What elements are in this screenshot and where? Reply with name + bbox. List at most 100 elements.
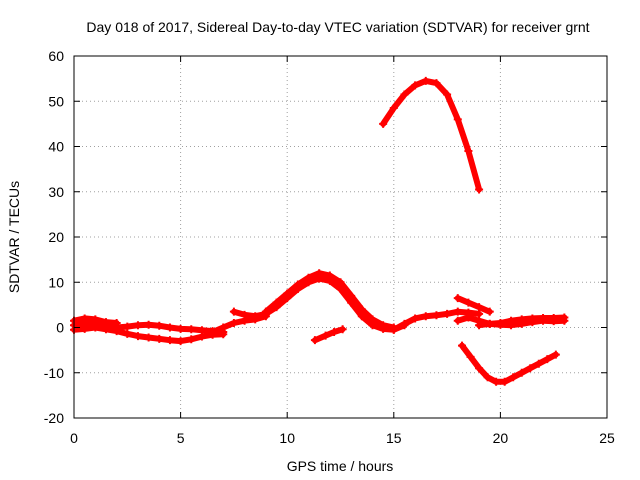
data-point — [144, 320, 153, 329]
data-point — [492, 377, 501, 386]
data-point — [293, 280, 302, 289]
data-point — [432, 311, 441, 320]
data-point — [549, 317, 558, 326]
data-point — [229, 318, 238, 327]
x-tick-label: 15 — [386, 430, 402, 446]
data-point — [219, 330, 228, 339]
data-point — [475, 303, 484, 312]
data-point — [176, 324, 185, 333]
x-tick-label: 0 — [70, 430, 78, 446]
data-point — [528, 318, 537, 327]
data-point — [379, 321, 388, 330]
data-point — [464, 147, 473, 156]
data-point — [283, 289, 292, 298]
series-line-arc-m — [380, 77, 483, 193]
data-point — [315, 269, 324, 278]
y-tick-label: 50 — [48, 93, 64, 109]
data-point — [80, 324, 89, 333]
series-line-arc-g — [311, 326, 346, 344]
data-point — [165, 336, 174, 345]
data-point — [80, 314, 89, 323]
x-tick-label: 25 — [599, 430, 615, 446]
y-tick-label: -20 — [44, 410, 64, 426]
data-point — [466, 352, 475, 361]
data-point — [475, 321, 484, 330]
data-point — [483, 373, 492, 382]
data-point — [443, 309, 452, 318]
data-point — [389, 325, 398, 334]
data-point — [400, 90, 409, 99]
data-point — [91, 315, 100, 324]
data-point — [155, 334, 164, 343]
x-tick-label: 10 — [279, 430, 295, 446]
data-point — [187, 335, 196, 344]
data-point — [379, 119, 388, 128]
data-point — [453, 316, 462, 325]
data-point — [112, 327, 121, 336]
data-point — [165, 323, 174, 332]
data-point — [272, 298, 281, 307]
series-line-arc-i — [454, 295, 493, 315]
data-point — [475, 309, 484, 318]
x-tick-label: 20 — [493, 430, 509, 446]
data-point — [176, 337, 185, 346]
data-layer — [70, 76, 569, 386]
data-point — [509, 373, 518, 382]
data-point — [133, 321, 142, 330]
data-point — [187, 325, 196, 334]
grid-layer — [74, 56, 607, 418]
data-point — [496, 320, 505, 329]
y-tick-label: -10 — [44, 365, 64, 381]
data-point — [411, 314, 420, 323]
data-point — [310, 336, 319, 345]
data-point — [368, 315, 377, 324]
data-point — [543, 355, 552, 364]
data-point — [219, 323, 228, 332]
y-tick-label: 30 — [48, 184, 64, 200]
data-point — [485, 319, 494, 328]
y-axis-label: SDTVAR / TECUs — [6, 181, 22, 293]
x-tick-label: 5 — [177, 430, 185, 446]
data-point — [197, 332, 206, 341]
data-point — [144, 333, 153, 342]
data-point — [560, 316, 569, 325]
data-point — [123, 329, 132, 338]
data-point — [517, 319, 526, 328]
data-point — [133, 332, 142, 341]
y-tick-label: 10 — [48, 274, 64, 290]
data-point — [458, 341, 467, 350]
data-point — [208, 328, 217, 337]
data-point — [347, 291, 356, 300]
data-point — [464, 298, 473, 307]
data-point — [526, 364, 535, 373]
data-point — [338, 325, 347, 334]
data-point — [389, 104, 398, 113]
plot-frame — [73, 55, 608, 419]
data-point — [453, 294, 462, 303]
y-tick-label: 60 — [48, 48, 64, 64]
data-point — [485, 307, 494, 316]
data-point — [123, 322, 132, 331]
data-point — [507, 321, 516, 330]
data-point — [91, 323, 100, 332]
data-point — [534, 359, 543, 368]
data-point — [411, 81, 420, 90]
data-point — [251, 312, 260, 321]
x-axis-label: GPS time / hours — [287, 458, 394, 474]
data-point — [112, 318, 121, 327]
data-point — [453, 307, 462, 316]
data-point — [464, 313, 473, 322]
data-point — [443, 90, 452, 99]
data-point — [475, 364, 484, 373]
chart-title: Day 018 of 2017, Sidereal Day-to-day VTE… — [86, 19, 589, 35]
data-point — [421, 312, 430, 321]
data-point — [453, 115, 462, 124]
data-point — [101, 325, 110, 334]
data-point — [101, 318, 110, 327]
data-point — [357, 305, 366, 314]
tick-layer: 0 5 10 15 20 25 -20 -10 0 10 20 30 40 50 60 — [44, 48, 615, 446]
data-point — [155, 321, 164, 330]
data-point — [432, 79, 441, 88]
